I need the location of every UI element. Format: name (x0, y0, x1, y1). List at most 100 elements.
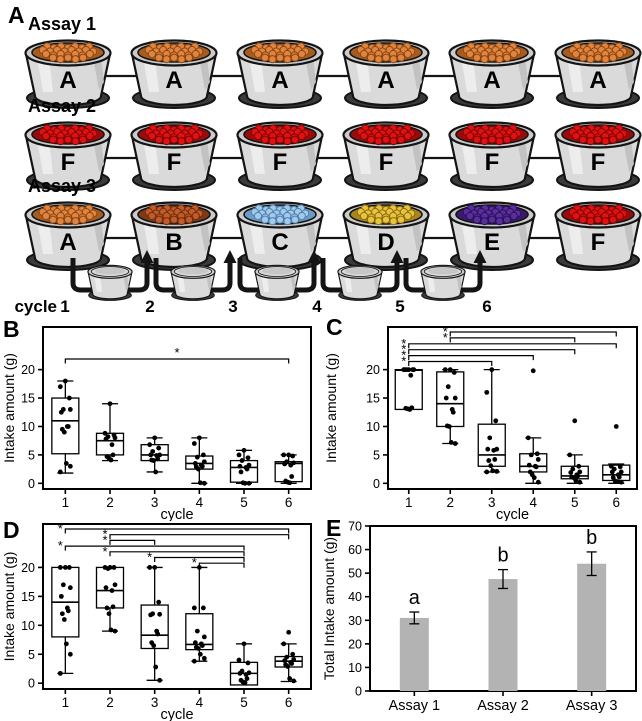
bowl-letter: D (377, 229, 394, 256)
significance-label: * (192, 555, 197, 570)
boxplot-b-cycle-2 (95, 401, 125, 463)
empty-bowl-1 (87, 264, 133, 301)
svg-text:2: 2 (106, 495, 114, 510)
bowl-letter: F (167, 149, 182, 176)
significance-bracket (198, 562, 245, 568)
bowl-letter: F (379, 149, 394, 176)
swap-arrowhead-icon (223, 250, 237, 263)
svg-text:0: 0 (355, 685, 362, 699)
cycle-number-1: 1 (60, 297, 69, 316)
significance-label: * (102, 544, 107, 559)
bowl-letter: F (485, 149, 500, 176)
swap-arrowhead-icon (307, 250, 321, 263)
boxplot-b-cycle-6 (274, 452, 303, 486)
panel-a-letter: A (8, 2, 25, 28)
boxplot-c-cycle-3 (477, 367, 506, 475)
boxplot-c-cycle-1 (394, 367, 423, 412)
boxplot-d-cycle-3 (140, 565, 169, 683)
bowl-letter: A (483, 67, 500, 94)
bowl-assay1-1: A (24, 39, 112, 109)
empty-bowl-3 (254, 264, 300, 301)
empty-bowl-5 (420, 264, 466, 301)
significance-bracket (64, 545, 245, 551)
bowl-letter: A (589, 67, 606, 94)
significance-label: * (102, 527, 107, 542)
svg-text:2: 2 (106, 695, 114, 710)
bowl-assay1-4: A (342, 39, 430, 109)
bowl-letter: F (591, 229, 606, 256)
svg-text:5: 5 (373, 448, 380, 462)
svg-text:10: 10 (21, 420, 35, 434)
svg-text:4: 4 (196, 495, 204, 510)
cycle-number-2: 2 (145, 297, 154, 316)
svg-text:1: 1 (405, 495, 413, 510)
svg-text:6: 6 (285, 495, 293, 510)
significance-bracket (408, 343, 617, 349)
significance-label: * (102, 532, 107, 547)
svg-text:20: 20 (348, 637, 362, 651)
svg-text:0: 0 (373, 477, 380, 491)
svg-text:cycle: cycle (496, 507, 529, 521)
svg-text:20: 20 (21, 363, 35, 377)
svg-text:Assay 1: Assay 1 (389, 698, 441, 714)
svg-text:15: 15 (366, 392, 380, 406)
bowl-letter: A (59, 67, 76, 94)
significance-bracket (408, 360, 493, 366)
svg-text:0: 0 (28, 677, 35, 691)
svg-text:20: 20 (21, 561, 35, 575)
boxplot-b-cycle-3 (140, 435, 169, 475)
bowl-letter: F (591, 149, 606, 176)
significance-label: * (443, 324, 448, 339)
panel-e-letter: E (326, 515, 342, 541)
boxplot-b-cycle-5 (229, 447, 259, 486)
swap-arrowhead-icon (140, 250, 154, 263)
significance-bracket (64, 358, 290, 364)
bar-assay-1 (399, 611, 429, 691)
significance-letter: b (586, 527, 597, 549)
bowl-letter: E (484, 229, 500, 256)
svg-text:6: 6 (612, 495, 620, 510)
panel-d-letter: D (3, 517, 20, 543)
y-axis-label: Intake amount (g) (1, 353, 17, 463)
bowl-assay1-2: A (130, 39, 218, 109)
y-axis-label: Intake amount (g) (323, 353, 339, 463)
panel-b-letter: B (3, 316, 20, 342)
svg-text:15: 15 (21, 392, 35, 406)
boxplot-d-cycle-2 (95, 565, 125, 634)
assay-2-label: Assay 2 (28, 96, 96, 116)
significance-label: * (443, 330, 448, 345)
significance-label: * (174, 345, 179, 360)
svg-text:10: 10 (21, 619, 35, 633)
bowl-assay1-6: A (554, 39, 642, 109)
swap-arrowhead-icon (390, 250, 404, 263)
svg-text:15: 15 (21, 590, 35, 604)
assay-3-label: Assay 3 (28, 176, 96, 196)
bowl-letter: C (271, 229, 288, 256)
boxplot-c-cycle-5 (560, 418, 589, 485)
significance-letter: b (497, 545, 508, 567)
bowl-assay3-3: C (236, 201, 324, 271)
significance-bracket (408, 355, 534, 361)
svg-text:4: 4 (196, 695, 204, 710)
significance-label: * (58, 538, 63, 553)
significance-label: * (401, 336, 406, 351)
svg-text:2: 2 (446, 495, 454, 510)
cycle-number-4: 4 (312, 297, 322, 316)
svg-text:cycle: cycle (160, 707, 193, 721)
boxplot-d-cycle-1 (51, 565, 80, 676)
bowl-assay2-3: F (236, 121, 324, 191)
significance-bracket (64, 528, 290, 534)
empty-bowl-2 (170, 264, 216, 301)
panel-c-letter: C (326, 314, 343, 340)
boxplot-d-cycle-5 (229, 641, 259, 686)
svg-text:3: 3 (151, 495, 159, 510)
svg-text:70: 70 (348, 520, 362, 534)
svg-text:1: 1 (62, 495, 70, 510)
significance-bracket (109, 551, 245, 557)
bowl-assay3-4: D (342, 201, 430, 271)
svg-text:Assay 3: Assay 3 (566, 698, 618, 714)
panel-e-chart: 0 10 20 30 40 50 60 70 Assay 1 Assay 2 Assay 3 Tota… (322, 520, 637, 714)
